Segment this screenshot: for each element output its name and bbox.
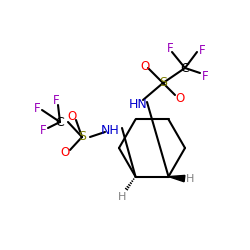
Text: HN: HN [128,98,148,112]
Text: F: F [40,124,46,136]
Text: NH: NH [100,124,119,136]
Text: O: O [140,60,149,74]
Text: H: H [118,192,127,202]
Text: C: C [180,62,190,74]
Polygon shape [168,176,185,182]
Text: O: O [60,146,70,160]
Text: F: F [199,44,205,57]
Text: F: F [34,102,40,116]
Text: F: F [167,42,173,54]
Text: H: H [186,174,195,184]
Text: S: S [78,130,86,143]
Text: S: S [159,76,167,90]
Text: C: C [56,116,64,128]
Text: O: O [176,92,184,104]
Text: O: O [68,110,76,124]
Text: F: F [53,94,59,108]
Text: F: F [202,70,208,82]
